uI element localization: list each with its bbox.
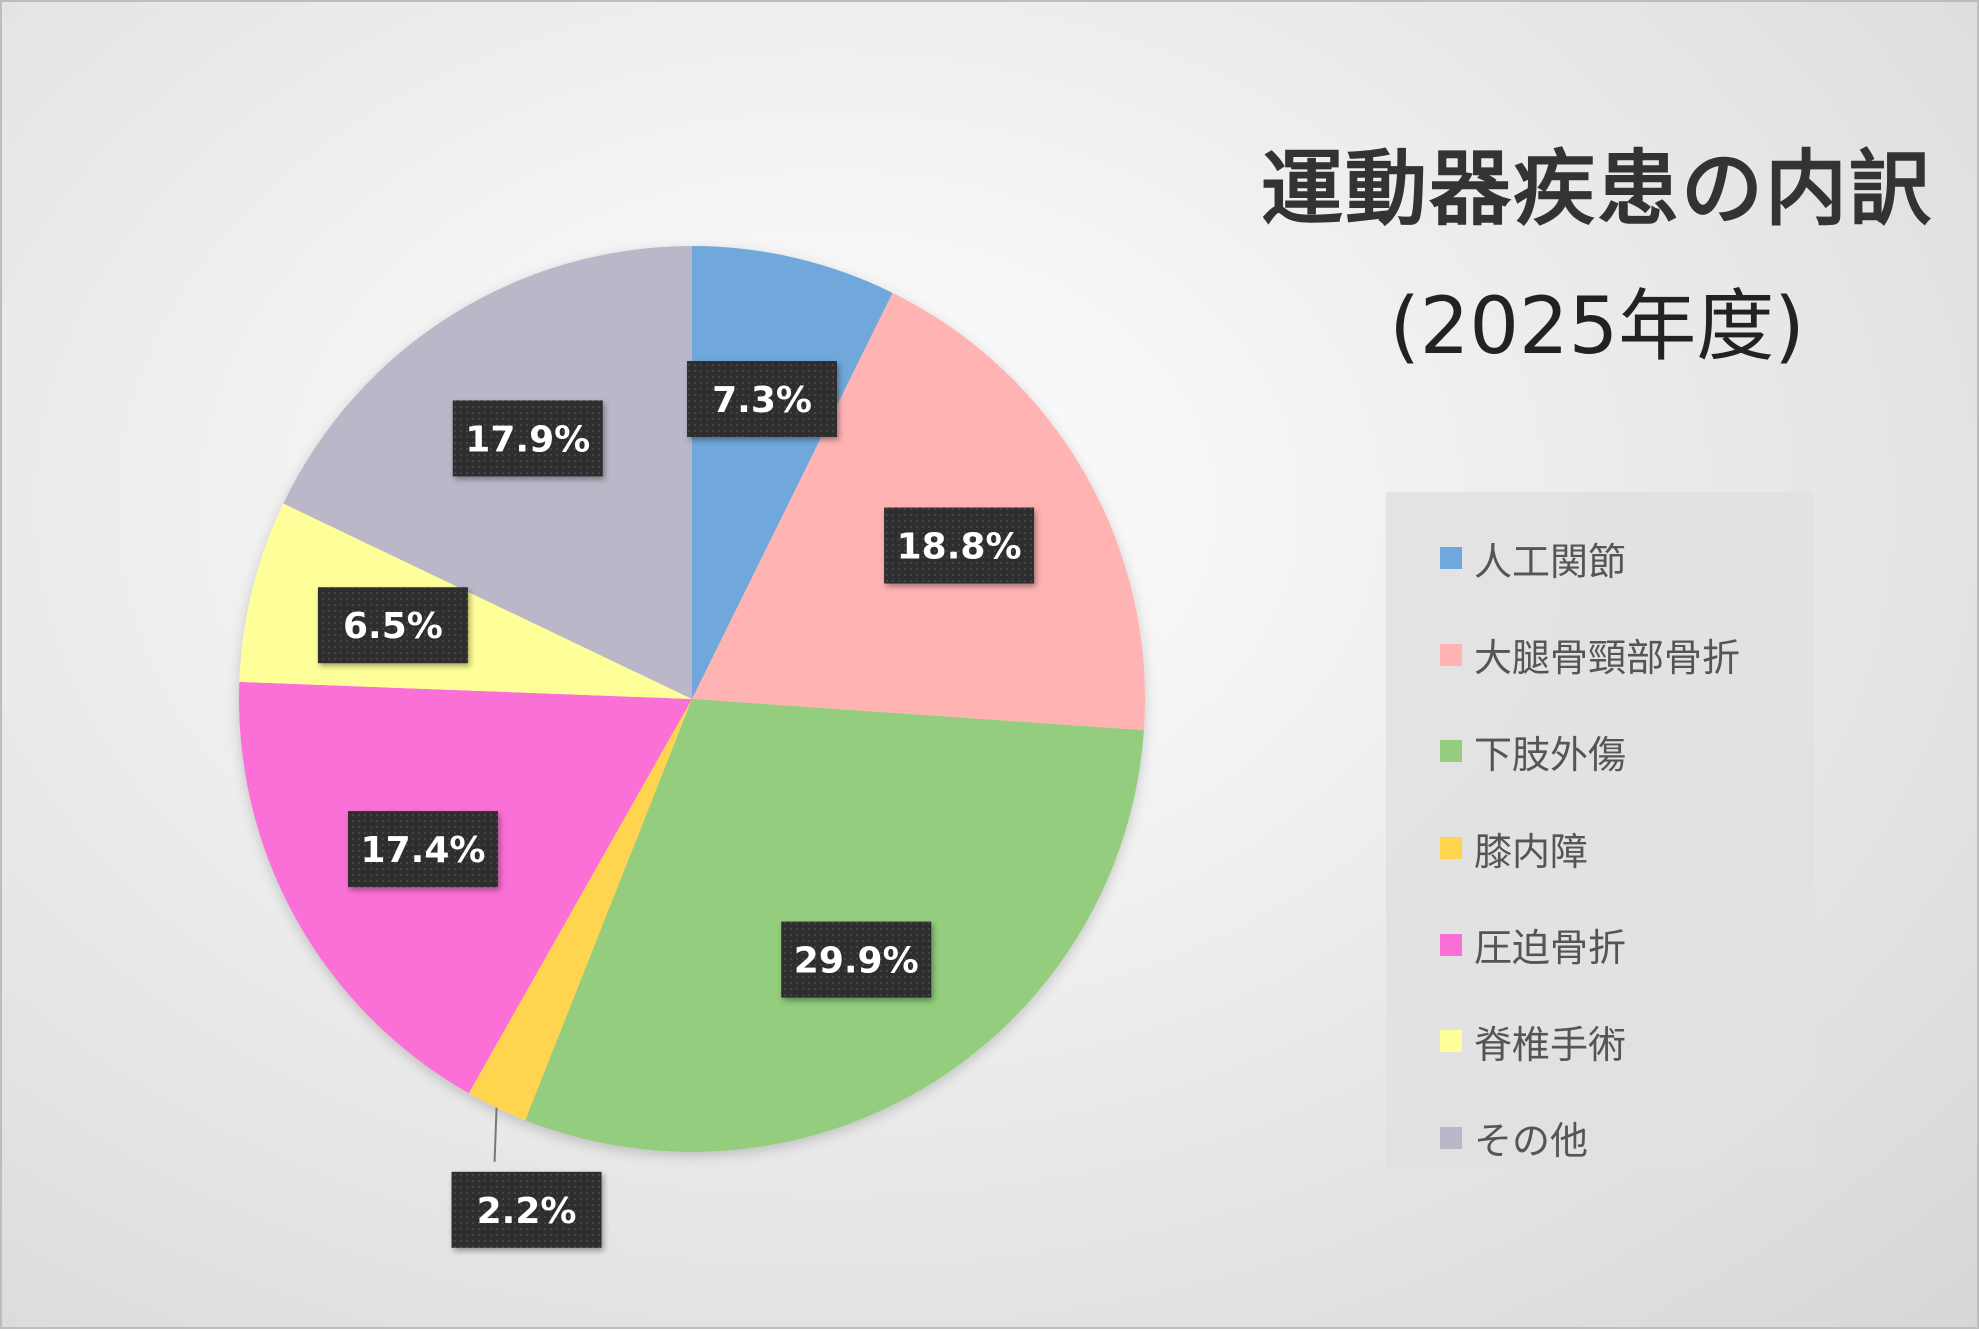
legend-label-5: 圧迫骨折: [1474, 926, 1627, 971]
legend-swatch-3: [1440, 740, 1462, 763]
legend-label-7: その他: [1474, 1119, 1589, 1164]
chart-legend: 人工関節大腿骨頸部骨折 下肢外傷膝内障圧迫骨折脊椎手術その他: [1386, 492, 1814, 1168]
legend-label-6: 脊椎手術: [1474, 1022, 1627, 1067]
data-label-box-3: [781, 921, 932, 998]
data-label-box-2: [884, 507, 1035, 584]
legend-swatch-6: [1440, 1030, 1462, 1053]
data-label-5: 17.4%: [361, 830, 486, 871]
legend-label-1: 人工関節: [1474, 539, 1627, 584]
pie-slice-5: [239, 681, 692, 1094]
pie-slice-4: [468, 699, 692, 1121]
legend-label-3: 下肢外傷: [1474, 732, 1627, 777]
legend-item-1: 人工関節: [1386, 510, 1814, 607]
data-label-3: 29.9%: [794, 941, 919, 982]
data-label-box-5: [348, 811, 499, 888]
chart-title: 運動器疾患の内訳: [1260, 142, 1933, 237]
legend-swatch-1: [1440, 547, 1462, 570]
legend-item-6: 脊椎手術: [1386, 993, 1814, 1090]
data-label-box-4: [451, 1171, 602, 1248]
chart-subtitle: (2025年度): [1389, 282, 1805, 372]
data-label-box-1: [687, 361, 838, 438]
legend-item-3: 下肢外傷: [1386, 703, 1814, 800]
pie-slice-1: [692, 246, 893, 699]
data-label-1: 7.3%: [712, 380, 812, 421]
legend-label-4: 膝内障: [1474, 829, 1589, 874]
legend-label-2: 大腿骨頸部骨折: [1474, 636, 1741, 681]
legend-swatch-5: [1440, 933, 1462, 956]
data-label-4: 2.2%: [477, 1191, 577, 1232]
legend-item-2: 大腿骨頸部骨折: [1386, 607, 1814, 704]
legend-item-5: 圧迫骨折: [1386, 896, 1814, 993]
legend-item-4: 膝内障: [1386, 800, 1814, 897]
data-label-2: 18.8%: [897, 527, 1022, 568]
legend-item-7: その他: [1386, 1090, 1814, 1187]
leader-line-4: [493, 1107, 498, 1162]
data-label-box-7: [452, 400, 603, 477]
data-label-box-6: [317, 587, 468, 664]
legend-swatch-2: [1440, 643, 1462, 666]
legend-swatch-7: [1440, 1126, 1462, 1149]
data-label-7: 17.9%: [465, 419, 590, 460]
data-label-6: 6.5%: [343, 606, 443, 647]
legend-swatch-4: [1440, 837, 1462, 860]
